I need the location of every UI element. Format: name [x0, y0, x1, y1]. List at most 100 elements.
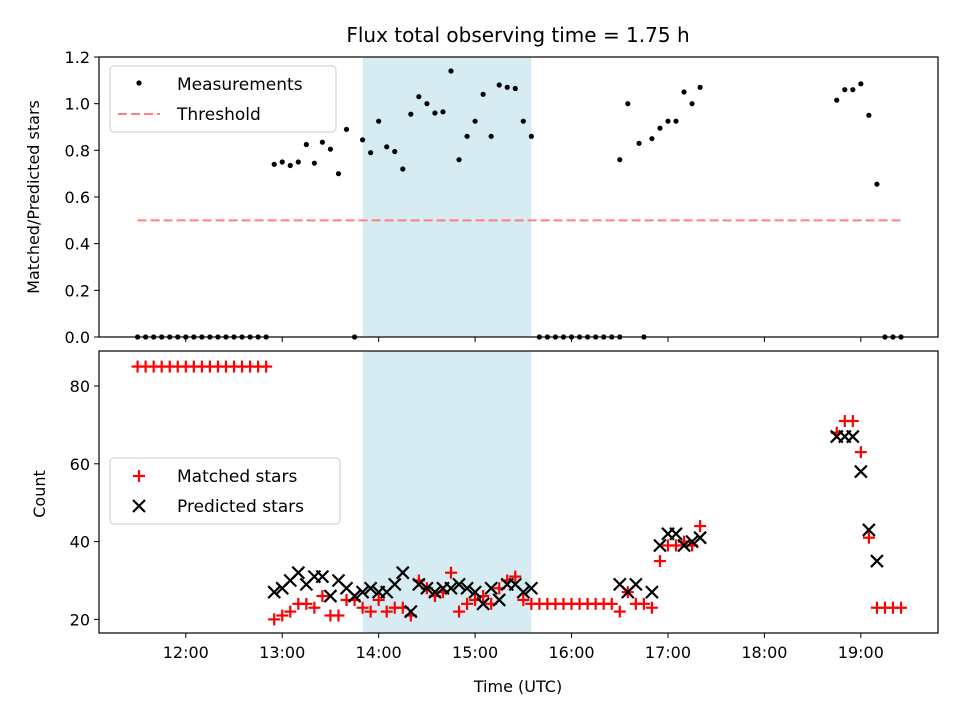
measurement-point: [295, 159, 301, 165]
predicted-star-stroke: [508, 577, 523, 592]
bottom-x-tick-label: 16:00: [548, 643, 594, 662]
matched-star-point: [364, 605, 377, 618]
measurement-point: [368, 150, 374, 156]
predicted-star-point: [460, 581, 474, 596]
predicted-star-stroke: [677, 538, 691, 553]
predicted-star-stroke: [612, 577, 627, 592]
measurement-point: [319, 139, 326, 145]
predicted-star-point: [870, 554, 884, 568]
predicted-star-point: [677, 538, 691, 553]
predicted-star-stroke: [476, 597, 490, 611]
bottom-y-tick-label: 20: [70, 610, 90, 629]
predicted-star-point: [629, 577, 643, 592]
predicted-star-stroke: [492, 593, 506, 607]
legend-matched-label: Matched stars: [177, 467, 297, 487]
measurement-point: [335, 171, 342, 177]
matched-star-point: [372, 593, 385, 606]
top-panel: 0.0 0.2 0.4 0.6 0.8 1.0 1.2 Flux total observi…: [24, 23, 939, 347]
top-chart-title: Flux total observing time = 1.75 h: [346, 23, 689, 47]
predicted-star-stroke: [524, 581, 539, 596]
measurement-point: [866, 112, 872, 118]
measurement-point: [279, 159, 285, 165]
predicted-star-stroke: [846, 429, 860, 444]
predicted-star-point: [854, 464, 868, 479]
matched-star-point: [276, 609, 289, 622]
predicted-star-stroke: [267, 585, 281, 599]
predicted-star-point: [846, 429, 860, 444]
predicted-star-stroke: [291, 565, 306, 580]
predicted-star-point: [862, 523, 876, 537]
matched-star-point: [316, 590, 329, 603]
predicted-star-stroke: [363, 581, 378, 596]
matched-star-point: [356, 601, 369, 614]
measurement-point: [416, 94, 422, 100]
measurement-point: [480, 91, 486, 97]
predicted-star-point: [484, 581, 498, 596]
predicted-star-point: [420, 581, 434, 596]
matched-star-point: [268, 613, 281, 626]
matched-star-point: [453, 605, 466, 618]
matched-star-point: [846, 415, 859, 428]
predicted-star-point: [387, 577, 402, 592]
measurement-point: [834, 97, 840, 103]
measurement-point: [504, 84, 510, 90]
predicted-star-point: [315, 569, 330, 584]
measurement-point: [649, 136, 655, 142]
matched-star-point: [284, 605, 297, 618]
predicted-star-point: [395, 565, 410, 580]
matched-star-point: [332, 609, 345, 622]
predicted-star-stroke: [693, 530, 707, 545]
bottom-legend: Matched stars Predicted stars: [109, 457, 341, 525]
predicted-star-point: [685, 534, 699, 549]
predicted-star-point: [516, 585, 531, 599]
predicted-star-point: [492, 593, 506, 607]
predicted-star-stroke: [404, 604, 418, 619]
predicted-star-stroke: [420, 581, 434, 596]
measurement-point: [472, 118, 478, 124]
predicted-star-stroke: [862, 523, 876, 537]
predicted-star-point: [524, 581, 539, 596]
measurement-point: [408, 111, 414, 117]
top-y-tick-label: 0.2: [65, 281, 90, 300]
bottom-x-tick-label: 18:00: [741, 643, 787, 662]
matched-star-point: [645, 601, 658, 614]
top-y-tick-label: 0.6: [65, 188, 90, 207]
measurement-point: [842, 87, 848, 93]
measurement-point: [850, 87, 856, 93]
top-legend: Measurements Threshold: [109, 65, 337, 133]
matched-star-point: [300, 597, 313, 610]
matched-star-point: [509, 570, 522, 583]
predicted-star-stroke: [323, 589, 338, 603]
bottom-x-tick-label: 12:00: [163, 643, 209, 662]
bottom-x-ticks: 12:00 13:00 14:00 15:00 16:00 17:00 18:00 19:00: [163, 633, 884, 662]
measurement-point: [657, 125, 663, 131]
measurement-point: [392, 148, 398, 155]
bottom-axes-frame: [98, 350, 939, 634]
measurement-point: [625, 101, 631, 107]
predicted-star-stroke: [428, 585, 442, 599]
bottom-x-tick-label: 14:00: [356, 643, 402, 662]
predicted-star-stroke: [395, 565, 410, 580]
predicted-star-stroke: [387, 577, 402, 592]
matched-star-point: [444, 566, 457, 579]
measurement-point: [689, 101, 695, 107]
predicted-star-stroke: [685, 534, 699, 549]
measurement-point: [496, 82, 502, 88]
predicted-star-point: [355, 585, 370, 599]
matched-star-point: [854, 446, 867, 459]
predicted-star-stroke: [669, 527, 683, 541]
top-y-tick-label: 1.0: [65, 95, 90, 114]
measurement-point: [464, 133, 470, 139]
measurement-point: [303, 141, 309, 148]
measurement-point: [376, 118, 382, 124]
bottom-y-tick-label: 60: [70, 455, 90, 474]
bottom-predicted-points: [267, 429, 884, 619]
predicted-star-stroke: [854, 464, 868, 479]
bottom-y-axis-label: Count: [30, 470, 49, 518]
measurement-point: [287, 162, 293, 169]
measurement-point: [636, 140, 642, 146]
bottom-x-tick-label: 15:00: [452, 643, 498, 662]
predicted-star-point: [404, 604, 418, 619]
bottom-legend-box: [109, 457, 341, 525]
predicted-star-stroke: [645, 585, 659, 599]
